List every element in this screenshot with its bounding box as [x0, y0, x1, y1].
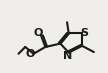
Text: N: N	[63, 51, 73, 61]
Text: O: O	[25, 49, 35, 59]
Text: O: O	[33, 28, 42, 38]
Text: S: S	[80, 28, 88, 38]
